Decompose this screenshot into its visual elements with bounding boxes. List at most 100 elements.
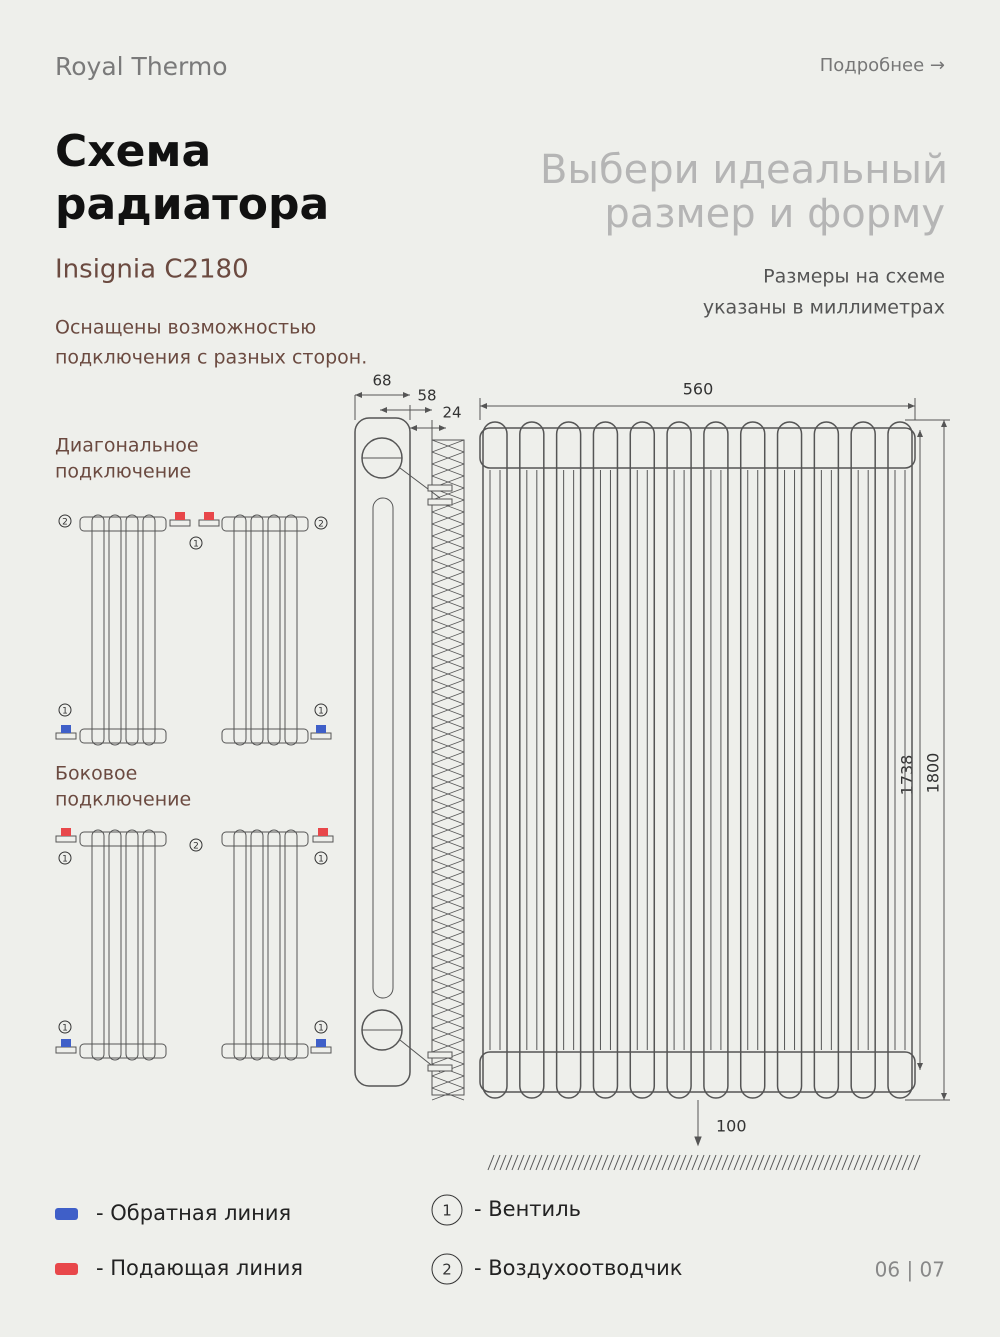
- tube: [703, 421, 729, 1099]
- floor-hatch: [763, 1154, 771, 1171]
- floor-hatch: [811, 1154, 819, 1171]
- floor-hatch: [649, 1154, 657, 1171]
- mini-header: [221, 516, 309, 532]
- tube: [482, 421, 508, 1099]
- floor-hatch: [565, 1154, 573, 1171]
- units-note: указаны в миллиметрах: [703, 297, 945, 319]
- title: Схема: [55, 126, 211, 177]
- wall-hatch: [431, 1039, 465, 1053]
- wall-hatch: [431, 907, 465, 921]
- floor-hatch: [493, 1154, 501, 1171]
- wall-hatch: [431, 667, 465, 681]
- floor-hatch: [793, 1154, 801, 1171]
- more-link[interactable]: Подробнее →: [820, 55, 945, 76]
- tagline: размер и форму: [604, 191, 945, 237]
- wall-hatch: [431, 571, 465, 585]
- connection-label: Боковое: [55, 763, 137, 785]
- floor-hatch: [697, 1154, 705, 1171]
- floor-hatch: [889, 1154, 897, 1171]
- side-slot: [372, 497, 394, 999]
- connection-label: подключение: [55, 461, 191, 483]
- wall-hatch: [431, 943, 465, 957]
- wall-hatch: [431, 919, 465, 933]
- wall-hatch: [431, 559, 465, 573]
- wall-hatch: [431, 799, 465, 813]
- tagline: Выбери идеальный: [540, 147, 948, 193]
- floor-hatch: [511, 1154, 519, 1171]
- side-body: [354, 417, 411, 1087]
- dimension: 1800: [924, 753, 943, 794]
- wall-hatch: [431, 763, 465, 777]
- marker: [431, 1253, 463, 1285]
- floor-hatch: [535, 1154, 543, 1171]
- valve: [204, 512, 214, 520]
- wall-hatch: [431, 643, 465, 657]
- marker-number: 2: [442, 1261, 452, 1279]
- bracket-bolt: [427, 1064, 453, 1072]
- header: [479, 1051, 916, 1093]
- floor-hatch: [721, 1154, 729, 1171]
- wall-hatch: [431, 439, 465, 453]
- marker-number: 1: [62, 855, 68, 865]
- marker-number: 2: [193, 842, 199, 852]
- wall-hatch: [431, 1087, 465, 1101]
- wall-hatch: [431, 631, 465, 645]
- marker: [189, 536, 203, 550]
- mini-header: [79, 1043, 167, 1059]
- valve: [316, 1039, 326, 1047]
- wall-hatch: [431, 523, 465, 537]
- tube: [739, 421, 766, 1099]
- valve: [61, 725, 71, 733]
- wall-hatch: [431, 499, 465, 513]
- mini-tube: [250, 514, 264, 746]
- marker: [58, 514, 72, 528]
- floor-hatch: [625, 1154, 633, 1171]
- connection-label: Диагональное: [55, 435, 199, 457]
- tube: [887, 421, 913, 1099]
- mini-tube: [267, 514, 281, 746]
- floor-hatch: [715, 1154, 723, 1171]
- marker-number: 1: [318, 707, 324, 717]
- wall-hatch: [431, 751, 465, 765]
- wall-hatch: [431, 703, 465, 717]
- marker-number: 1: [193, 540, 199, 550]
- wall-hatch: [431, 871, 465, 885]
- floor-hatch: [667, 1154, 675, 1171]
- marker-number: 1: [318, 855, 324, 865]
- wall-hatch: [431, 955, 465, 969]
- dimension: 1738: [898, 755, 917, 796]
- tube: [519, 421, 545, 1099]
- mini-tube: [267, 829, 281, 1061]
- floor-hatch: [907, 1154, 915, 1171]
- marker-number: 1: [442, 1202, 452, 1220]
- dimension: 24: [442, 404, 461, 422]
- floor-hatch: [805, 1154, 813, 1171]
- marker: [189, 838, 203, 852]
- wall-hatch: [431, 835, 465, 849]
- floor-hatch: [913, 1154, 921, 1171]
- wall-hatch: [431, 979, 465, 993]
- floor-hatch: [655, 1154, 663, 1171]
- mini-tube: [125, 829, 139, 1061]
- floor-hatch: [769, 1154, 777, 1171]
- mini-tube: [125, 514, 139, 746]
- wall-hatch: [431, 607, 465, 621]
- floor-hatch: [739, 1154, 747, 1171]
- wall-hatch: [431, 1003, 465, 1017]
- wall-hatch: [431, 451, 465, 465]
- mini-tube: [91, 829, 105, 1061]
- floor-hatch: [547, 1154, 555, 1171]
- floor-hatch: [691, 1154, 699, 1171]
- floor-hatch: [637, 1154, 645, 1171]
- tube: [555, 421, 582, 1099]
- wall-hatch: [431, 931, 465, 945]
- wall-hatch: [431, 535, 465, 549]
- floor-hatch: [877, 1154, 885, 1171]
- wall-hatch: [431, 859, 465, 873]
- wall-hatch: [431, 1075, 465, 1089]
- floor-hatch: [853, 1154, 861, 1171]
- mini-tube: [284, 829, 298, 1061]
- marker-number: 1: [318, 1024, 324, 1034]
- mini-header: [221, 1043, 309, 1059]
- floor-hatch: [901, 1154, 909, 1171]
